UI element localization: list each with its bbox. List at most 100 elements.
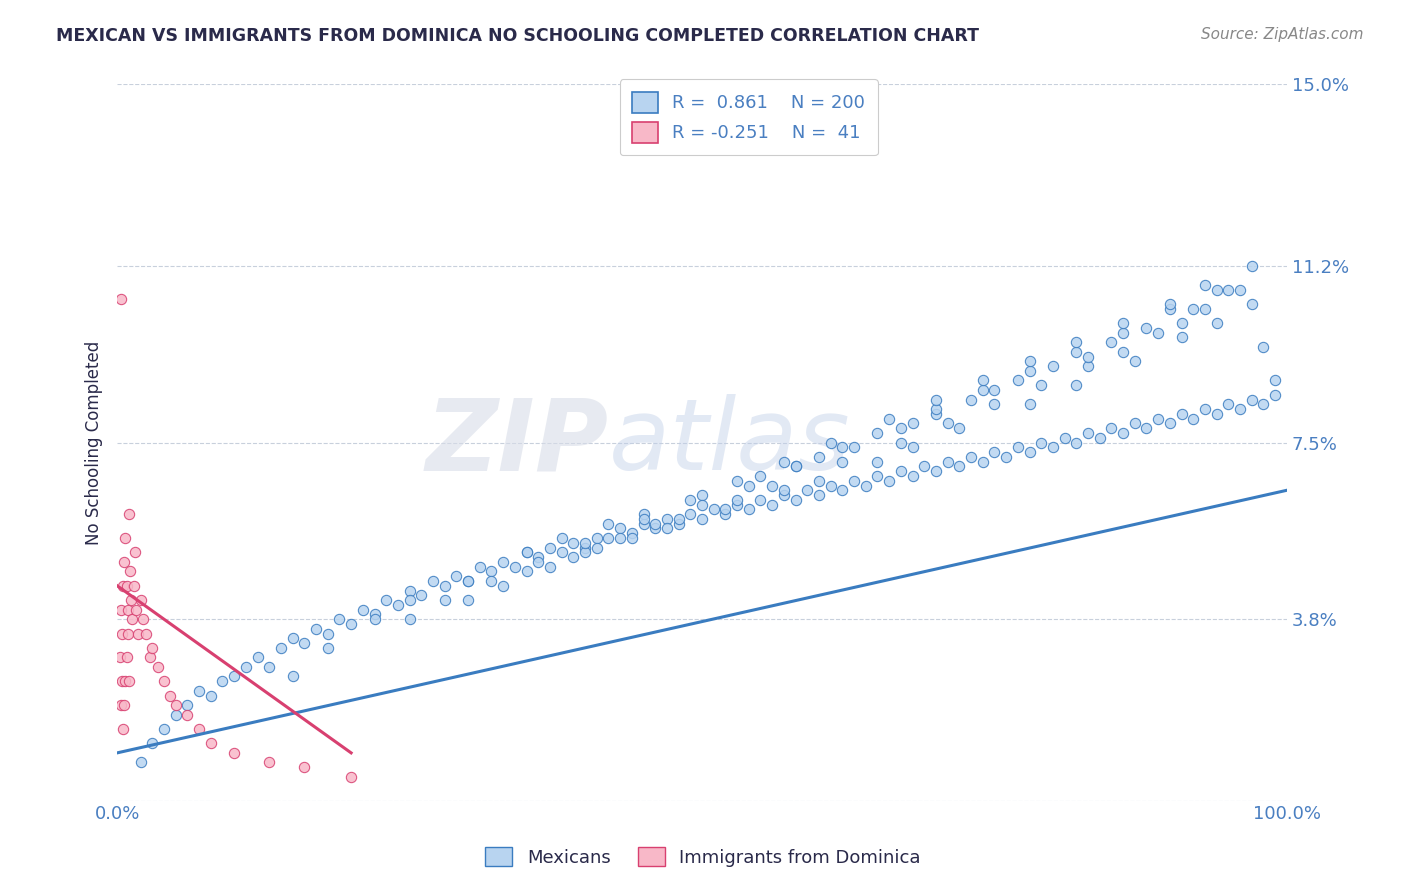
- Point: [842, 474, 865, 488]
- Point: [1218, 397, 1240, 411]
- Point: [538, 541, 561, 555]
- Point: [1112, 425, 1135, 440]
- Point: [1018, 397, 1040, 411]
- Point: [877, 474, 900, 488]
- Point: [176, 698, 198, 713]
- Point: [188, 683, 211, 698]
- Point: [411, 588, 433, 602]
- Point: [1205, 283, 1227, 297]
- Point: [1066, 335, 1088, 350]
- Point: [146, 660, 169, 674]
- Point: [842, 440, 865, 454]
- Point: [877, 411, 900, 425]
- Point: [1147, 411, 1170, 425]
- Point: [398, 583, 420, 598]
- Point: [983, 383, 1005, 397]
- Point: [129, 756, 152, 770]
- Point: [866, 425, 889, 440]
- Point: [457, 593, 479, 607]
- Point: [387, 598, 409, 612]
- Point: [141, 640, 163, 655]
- Point: [352, 602, 374, 616]
- Point: [972, 383, 994, 397]
- Point: [446, 569, 468, 583]
- Point: [1099, 335, 1122, 350]
- Point: [538, 559, 561, 574]
- Point: [668, 516, 690, 531]
- Point: [118, 507, 141, 521]
- Point: [855, 478, 877, 492]
- Point: [328, 612, 350, 626]
- Point: [257, 660, 280, 674]
- Point: [679, 507, 702, 521]
- Point: [132, 612, 155, 626]
- Point: [1194, 301, 1216, 316]
- Point: [292, 760, 315, 774]
- Point: [115, 650, 138, 665]
- Point: [1264, 374, 1286, 388]
- Point: [598, 531, 620, 545]
- Point: [316, 626, 339, 640]
- Point: [1264, 388, 1286, 402]
- Text: MEXICAN VS IMMIGRANTS FROM DOMINICA NO SCHOOLING COMPLETED CORRELATION CHART: MEXICAN VS IMMIGRANTS FROM DOMINICA NO S…: [56, 27, 979, 45]
- Point: [122, 579, 145, 593]
- Point: [129, 593, 152, 607]
- Point: [948, 421, 970, 435]
- Point: [960, 392, 983, 407]
- Point: [159, 689, 181, 703]
- Point: [1031, 378, 1053, 392]
- Point: [1018, 354, 1040, 368]
- Point: [516, 545, 538, 559]
- Point: [363, 607, 385, 622]
- Point: [1159, 301, 1181, 316]
- Point: [224, 746, 246, 760]
- Point: [655, 521, 678, 535]
- Point: [1088, 431, 1111, 445]
- Point: [1253, 340, 1275, 354]
- Point: [562, 550, 585, 565]
- Point: [633, 512, 655, 526]
- Point: [890, 435, 912, 450]
- Point: [1240, 259, 1263, 273]
- Point: [457, 574, 479, 588]
- Point: [773, 483, 796, 498]
- Point: [714, 507, 737, 521]
- Point: [725, 498, 748, 512]
- Point: [112, 579, 135, 593]
- Point: [831, 440, 853, 454]
- Point: [114, 531, 136, 545]
- Point: [516, 545, 538, 559]
- Point: [1018, 445, 1040, 459]
- Point: [492, 579, 515, 593]
- Point: [1147, 326, 1170, 340]
- Point: [901, 440, 924, 454]
- Point: [936, 417, 959, 431]
- Point: [785, 459, 807, 474]
- Point: [644, 521, 666, 535]
- Point: [481, 574, 503, 588]
- Point: [257, 756, 280, 770]
- Point: [585, 531, 607, 545]
- Point: [1170, 316, 1192, 330]
- Point: [655, 512, 678, 526]
- Point: [1170, 330, 1192, 344]
- Point: [527, 550, 550, 565]
- Point: [235, 660, 257, 674]
- Point: [1066, 435, 1088, 450]
- Point: [1053, 431, 1076, 445]
- Point: [127, 626, 149, 640]
- Point: [1112, 316, 1135, 330]
- Point: [761, 478, 783, 492]
- Point: [796, 483, 818, 498]
- Point: [925, 407, 948, 421]
- Point: [585, 541, 607, 555]
- Point: [1007, 440, 1029, 454]
- Point: [375, 593, 398, 607]
- Point: [960, 450, 983, 464]
- Point: [972, 455, 994, 469]
- Y-axis label: No Schooling Completed: No Schooling Completed: [86, 341, 103, 545]
- Point: [644, 516, 666, 531]
- Point: [550, 531, 572, 545]
- Legend: R =  0.861    N = 200, R = -0.251    N =  41: R = 0.861 N = 200, R = -0.251 N = 41: [620, 79, 877, 155]
- Point: [516, 565, 538, 579]
